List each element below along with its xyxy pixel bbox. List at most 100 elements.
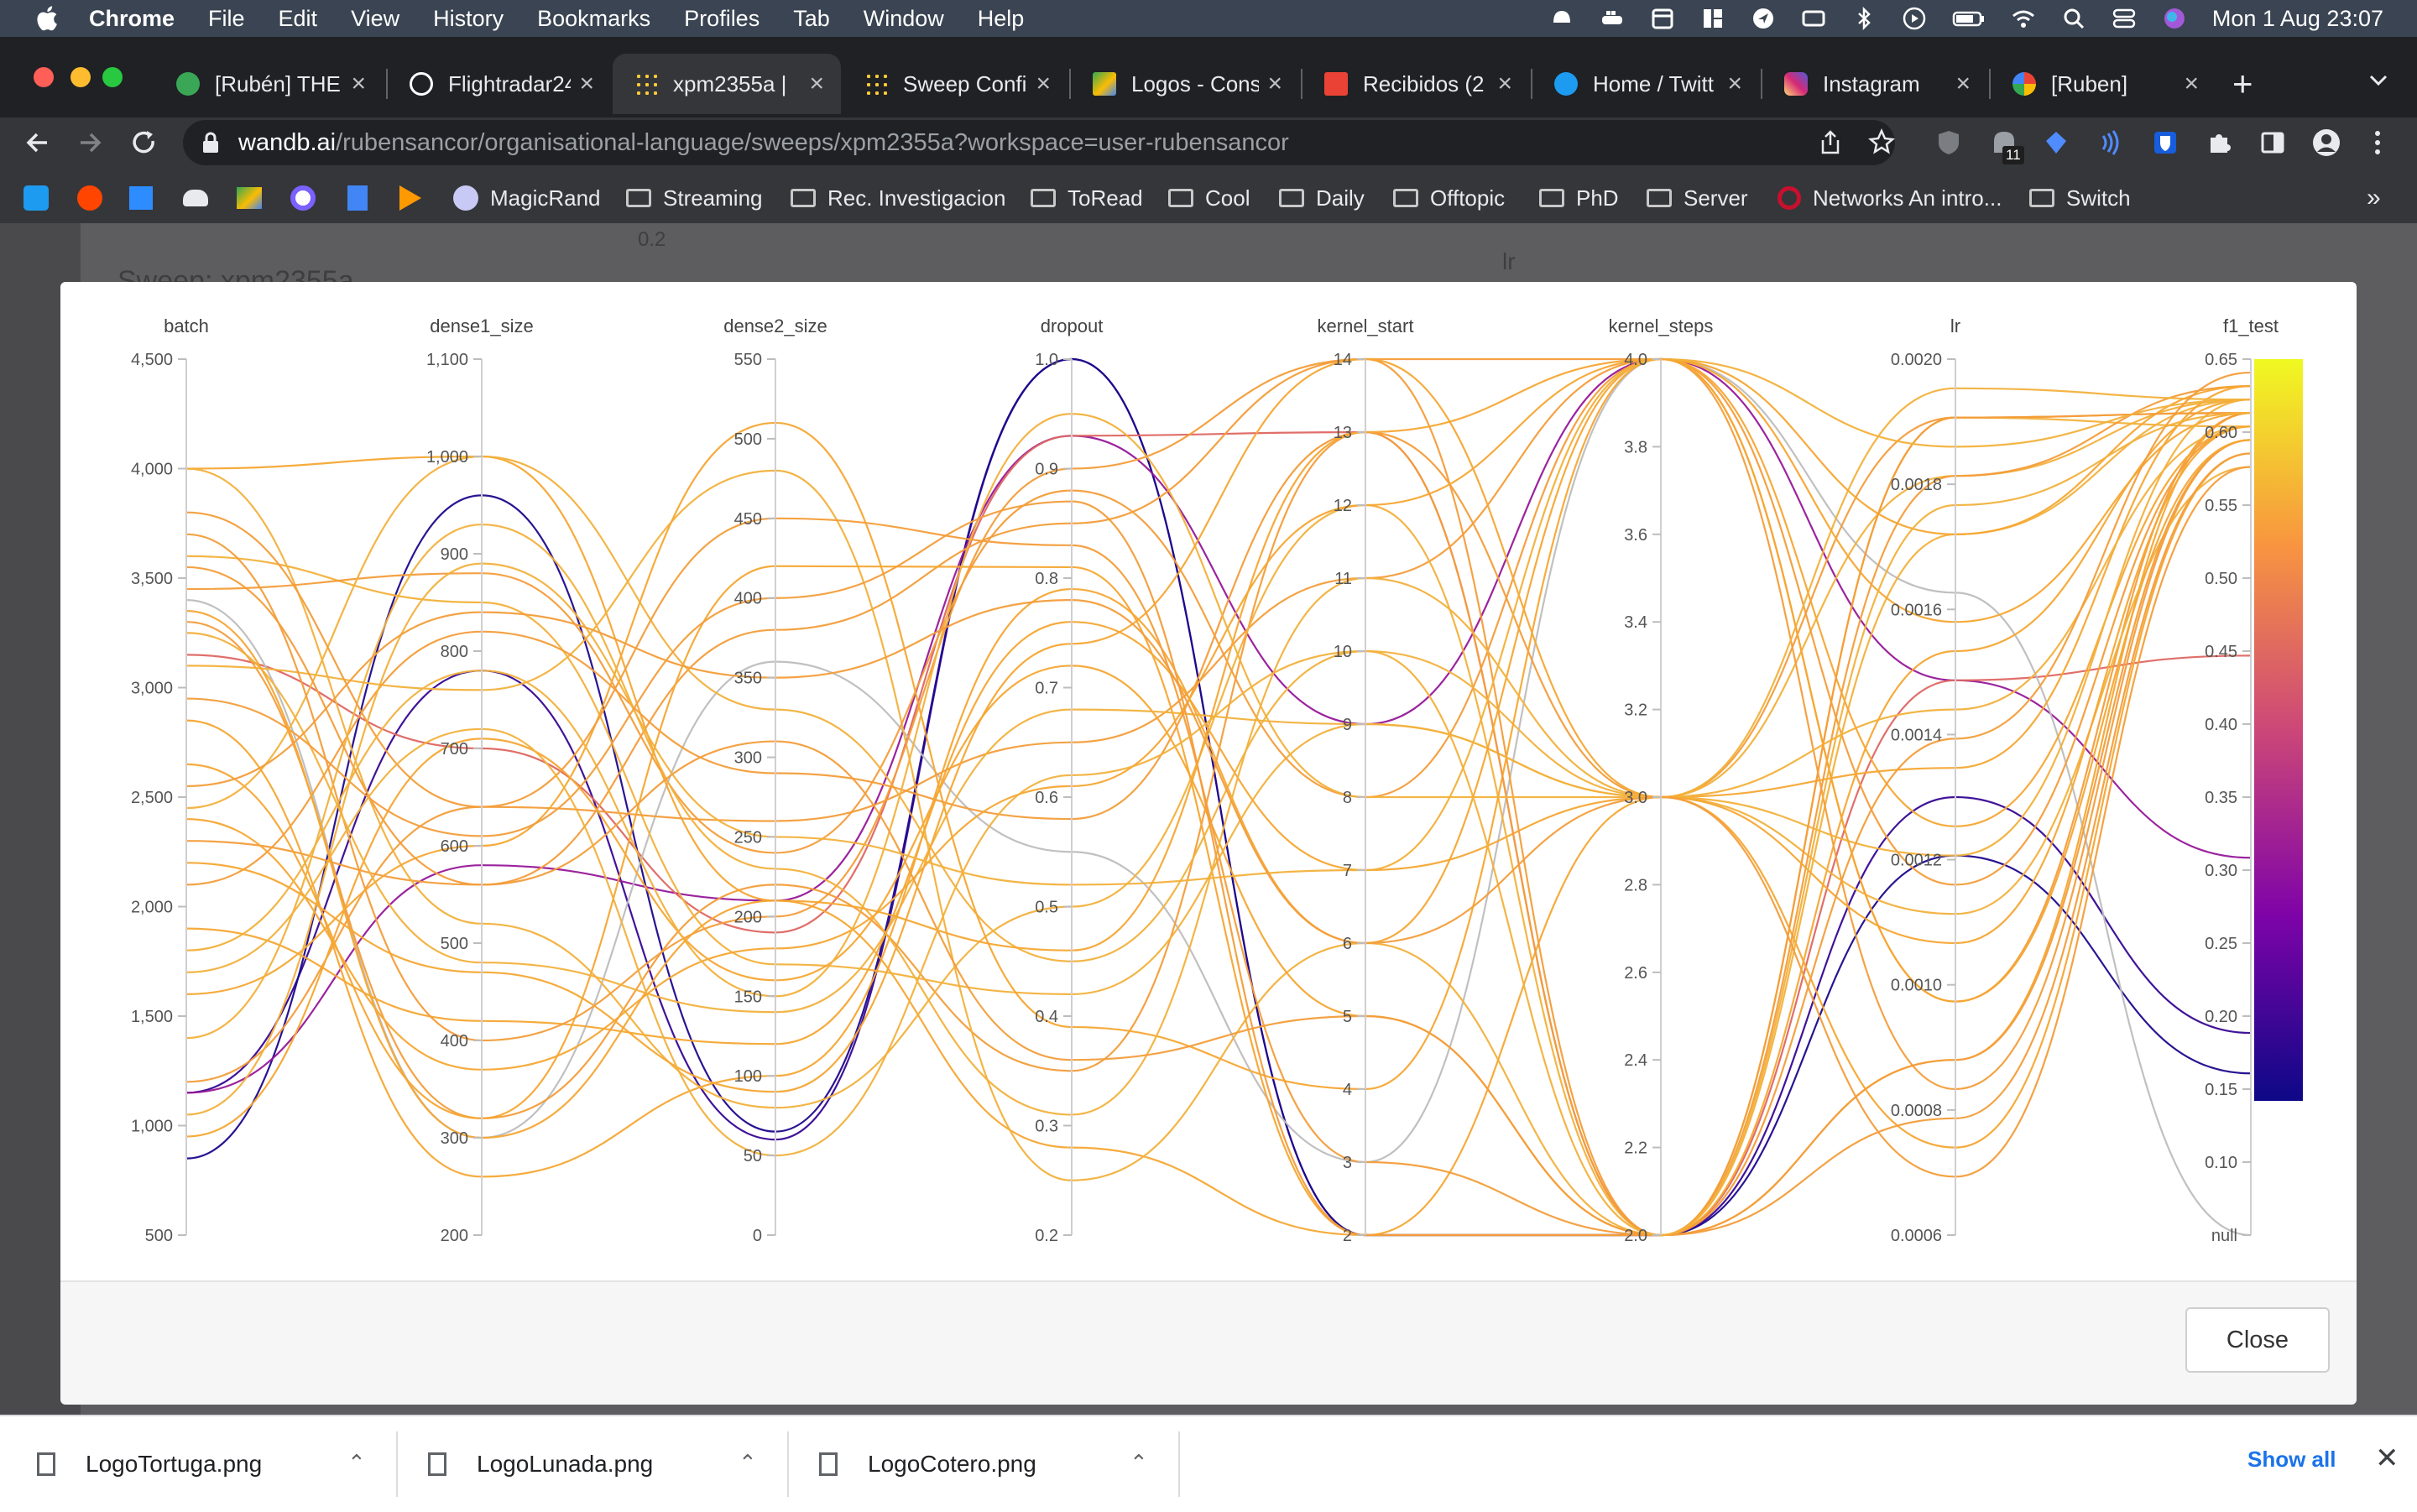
bookmark-network-icon[interactable]	[129, 181, 153, 215]
tab-close-icon[interactable]: ×	[351, 70, 366, 97]
tab-close-icon[interactable]: ×	[2184, 70, 2199, 97]
play-icon[interactable]	[1902, 6, 1927, 31]
navigation-icon[interactable]	[1751, 6, 1776, 31]
tab-close-icon[interactable]: ×	[1497, 70, 1512, 97]
bookmark-play-icon[interactable]	[399, 181, 421, 215]
tab-close-icon[interactable]: ×	[579, 70, 594, 97]
spotlight-search-icon[interactable]	[2061, 6, 2086, 31]
new-tab-button[interactable]: +	[2232, 64, 2253, 103]
chevron-up-icon[interactable]: ⌃	[347, 1450, 366, 1475]
tab-search-chevron-icon[interactable]	[2368, 74, 2388, 87]
colorbar	[2254, 359, 2303, 1101]
chevron-up-icon[interactable]: ⌃	[739, 1450, 757, 1475]
bookmark-reddit-icon[interactable]	[77, 181, 102, 215]
bookmark-folder-cool[interactable]: Cool	[1168, 181, 1250, 215]
bitwarden-shield-icon[interactable]	[2152, 129, 2179, 156]
bookmark-star-icon[interactable]	[1868, 128, 1895, 155]
grid-layout-icon[interactable]	[1700, 6, 1725, 31]
run-line	[185, 357, 2252, 1091]
axis-tick-label: 0.0012	[1891, 852, 1942, 870]
menu-window[interactable]: Window	[863, 5, 944, 31]
docker-icon[interactable]	[1600, 6, 1625, 31]
window-zoom-button[interactable]	[102, 67, 123, 87]
tab-gmail[interactable]: Recibidos (2 ×	[1302, 54, 1529, 114]
bookmark-folder-server[interactable]: Server	[1647, 181, 1748, 215]
menu-app-name[interactable]: Chrome	[89, 5, 175, 31]
download-item-logotortuga[interactable]: LogoTortuga.png ⌃	[37, 1416, 366, 1512]
menu-bookmarks[interactable]: Bookmarks	[537, 5, 651, 31]
bookmark-folder-toread[interactable]: ToRead	[1031, 181, 1143, 215]
control-center-icon[interactable]	[2112, 6, 2137, 31]
window-minimize-button[interactable]	[70, 67, 91, 87]
menu-edit[interactable]: Edit	[278, 5, 318, 31]
tab-sweep-config[interactable]: Sweep Confi ×	[843, 54, 1068, 114]
bookmark-drive-icon[interactable]	[237, 181, 262, 215]
close-button[interactable]: Close	[2185, 1307, 2330, 1373]
menu-file[interactable]: File	[208, 5, 245, 31]
axis-tick-label: 0.10	[2205, 1154, 2237, 1172]
menu-profiles[interactable]: Profiles	[684, 5, 760, 31]
back-arrow-icon[interactable]	[22, 128, 52, 158]
bookmark-folder-offtopic[interactable]: Offtopic	[1393, 181, 1505, 215]
folder-icon	[1647, 189, 1672, 207]
gem-extension-icon[interactable]	[2043, 129, 2070, 156]
bookmark-twitter-icon[interactable]	[23, 181, 49, 215]
caption-icon[interactable]	[1801, 6, 1826, 31]
bluetooth-icon[interactable]	[1851, 6, 1877, 31]
side-panel-icon[interactable]	[2259, 129, 2286, 156]
address-bar[interactable]: wandb.ai /rubensancor/organisational-lan…	[183, 120, 1895, 165]
parallel-coordinates-chart[interactable]: batch 4,500 4,000 3,500 3,000 2,500 2,000 1,500…	[60, 282, 2357, 1280]
ghost-icon[interactable]	[1549, 6, 1574, 31]
reload-icon[interactable]	[129, 128, 159, 158]
bookmark-folder-daily[interactable]: Daily	[1279, 181, 1365, 215]
menu-help[interactable]: Help	[977, 5, 1025, 31]
bookmark-folder-phd[interactable]: PhD	[1539, 181, 1619, 215]
share-icon[interactable]	[1819, 130, 1841, 155]
bookmark-folder-streaming[interactable]: Streaming	[626, 181, 763, 215]
menubar-clock[interactable]: Mon 1 Aug 23:07	[2211, 5, 2383, 31]
tab-close-icon[interactable]: ×	[1727, 70, 1742, 97]
menu-history[interactable]: History	[433, 5, 504, 31]
lock-icon[interactable]	[201, 131, 220, 154]
chrome-menu-icon[interactable]	[2372, 129, 2383, 156]
bookmark-networks-intro[interactable]: Networks An intro...	[1778, 181, 2002, 215]
bookmark-circle-icon[interactable]	[290, 181, 316, 215]
forward-arrow-icon[interactable]	[76, 128, 106, 158]
axis-tick-label: 0.9	[1035, 461, 1058, 479]
battery-icon[interactable]	[1952, 6, 1986, 31]
bookmark-folder-switch[interactable]: Switch	[2029, 181, 2131, 215]
bookmark-folder-rec-investigacion[interactable]: Rec. Investigacion	[791, 181, 1005, 215]
menu-tab[interactable]: Tab	[793, 5, 830, 31]
download-item-logolunada[interactable]: LogoLunada.png ⌃	[428, 1416, 757, 1512]
calendar-icon[interactable]	[1650, 6, 1675, 31]
tab-logos[interactable]: Logos - Cons ×	[1071, 54, 1299, 114]
downloads-close-icon[interactable]: ✕	[2375, 1442, 2399, 1474]
bookmarks-overflow-chevron-icon[interactable]: »	[2367, 184, 2381, 211]
profile-avatar-icon[interactable]	[2311, 128, 2341, 158]
extensions-puzzle-icon[interactable]	[2206, 129, 2232, 156]
siri-icon[interactable]	[2162, 6, 2187, 31]
window-close-button[interactable]	[34, 67, 54, 87]
chevron-up-icon[interactable]: ⌃	[1130, 1450, 1148, 1475]
tab-close-icon[interactable]: ×	[809, 70, 824, 97]
tab-ruben-google[interactable]: [Ruben] ×	[1991, 54, 2216, 114]
tab-close-icon[interactable]: ×	[1267, 70, 1282, 97]
tab-instagram[interactable]: Instagram ×	[1762, 54, 1987, 114]
download-filename: LogoLunada.png	[477, 1451, 654, 1477]
bookmark-doc-icon[interactable]	[347, 181, 368, 215]
menu-view[interactable]: View	[351, 5, 400, 31]
tab-flightradar[interactable]: Flightradar24 ×	[388, 54, 611, 114]
tab-twitter[interactable]: Home / Twitt ×	[1532, 54, 1759, 114]
tab-close-icon[interactable]: ×	[1955, 70, 1971, 97]
show-all-downloads-link[interactable]: Show all	[2247, 1447, 2336, 1472]
tab-wandb-sweep-active[interactable]: xpm2355a | ×	[613, 54, 841, 114]
sound-waves-extension-icon[interactable]	[2096, 129, 2123, 156]
bookmark-cloud-icon[interactable]	[183, 181, 208, 215]
apple-logo-icon[interactable]	[32, 4, 60, 33]
ublock-extension-icon[interactable]	[1935, 129, 1962, 156]
tab-close-icon[interactable]: ×	[1036, 70, 1051, 97]
bookmark-magicrand[interactable]: MagicRand	[453, 181, 601, 215]
wifi-icon[interactable]	[2011, 6, 2036, 31]
tab-ruben-the[interactable]: [Rubén] THE ×	[154, 54, 383, 114]
download-item-logocotero[interactable]: LogoCotero.png ⌃	[819, 1416, 1148, 1512]
